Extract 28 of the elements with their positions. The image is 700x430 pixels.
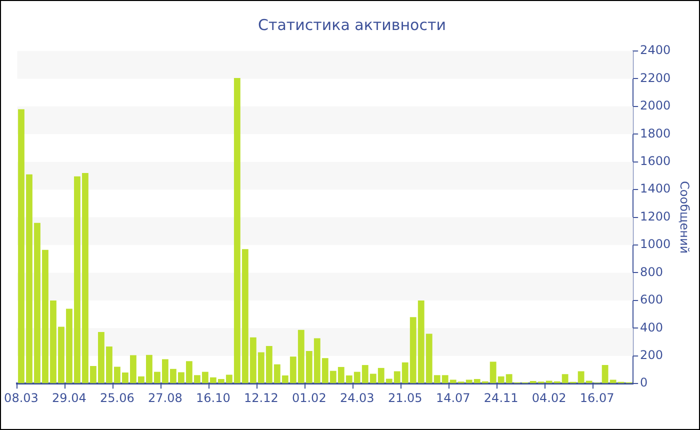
x-tick-label: 16.10 — [196, 390, 230, 405]
y-axis-title: Сообщений — [678, 181, 692, 254]
x-tick-label: 27.08 — [148, 390, 182, 405]
x-tick-label: 08.03 — [4, 390, 38, 405]
y-tick-label: 400 — [640, 320, 663, 334]
x-tick-label: 25.06 — [100, 390, 134, 405]
x-tick-label: 01.02 — [292, 390, 326, 405]
y-tick-label: 1600 — [640, 154, 671, 168]
y-tick-label: 1000 — [640, 237, 671, 252]
y-tick-label: 2400 — [640, 43, 671, 58]
x-tick-label: 24.03 — [340, 390, 374, 405]
y-tick-label: 1400 — [640, 182, 671, 196]
x-tick-label: 04.02 — [532, 390, 566, 405]
y-tick-label: 1800 — [640, 126, 671, 140]
y-tick-label: 200 — [640, 348, 663, 362]
x-tick-label: 16.07 — [580, 390, 614, 405]
x-tick-label: 12.12 — [244, 390, 278, 405]
y-tick-label: 1200 — [640, 209, 671, 224]
y-tick-label: 2000 — [640, 98, 671, 113]
x-tick-label: 24.11 — [484, 390, 518, 405]
chart-title: Статистика активности — [258, 16, 446, 34]
y-tick-label: 600 — [640, 292, 663, 307]
x-tick-label: 14.07 — [436, 390, 470, 405]
x-tick-label: 29.04 — [52, 390, 86, 405]
x-tick-label: 21.05 — [388, 390, 422, 405]
y-tick-label: 0 — [640, 376, 648, 390]
y-tick-label: 2200 — [640, 70, 671, 85]
y-tick-label: 800 — [640, 264, 663, 279]
